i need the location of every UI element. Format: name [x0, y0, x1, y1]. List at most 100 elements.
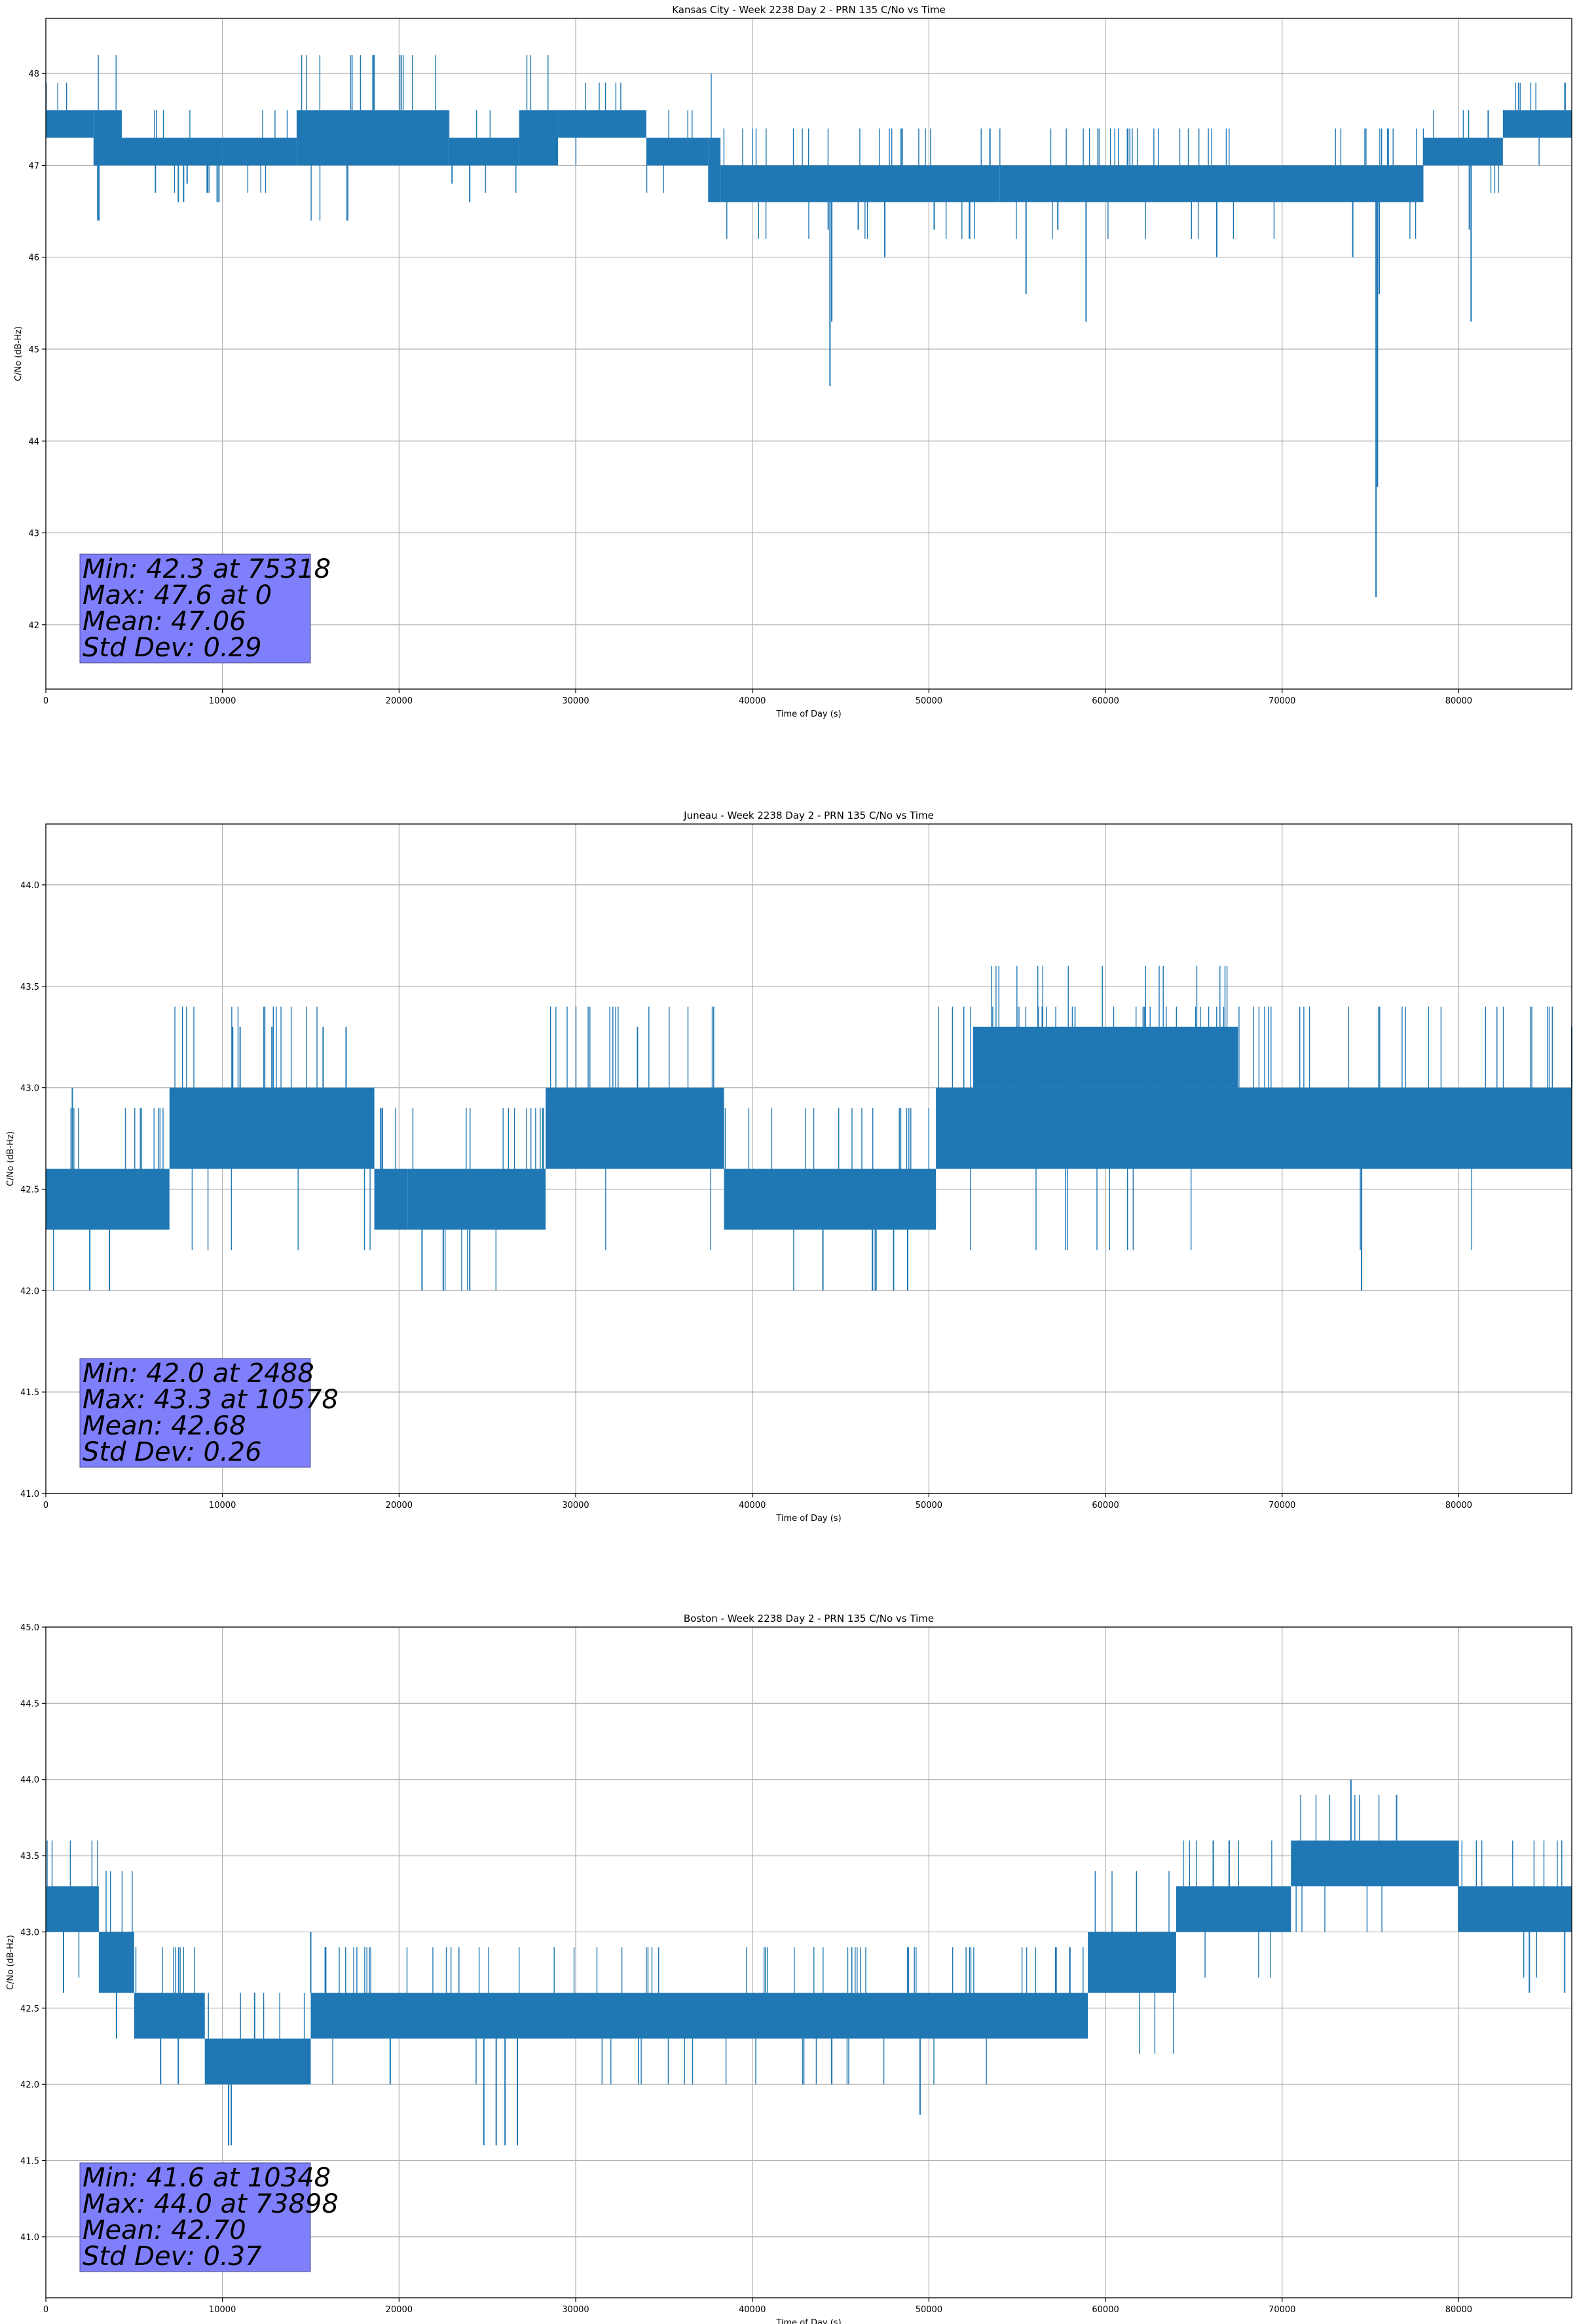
data-flicker: [52, 1108, 164, 1291]
data-band: [121, 138, 223, 166]
y-tick-label: 44.5: [20, 1699, 39, 1709]
kansas-city-chart-title: Kansas City - Week 2238 Day 2 - PRN 135 …: [672, 4, 946, 16]
y-tick-label: 43: [28, 529, 39, 539]
data-band: [519, 110, 559, 166]
data-flicker: [1295, 1795, 1459, 1932]
kansas-city-chart: 0 10000 20000 30000 40000 50000 60000 70000 8000…: [14, 4, 1572, 719]
data-band: [98, 1932, 134, 1993]
y-tick-label: 44.0: [20, 881, 39, 891]
stats-box: [79, 1358, 311, 1468]
data-band: [204, 2038, 311, 2085]
data-band: [558, 110, 646, 138]
x-tick-label: 0: [43, 696, 48, 706]
y-axis-label: C/No (dB-Hz): [6, 1131, 16, 1186]
x-tick-label: 70000: [1269, 1501, 1295, 1510]
data-flicker: [105, 1871, 133, 1932]
x-tick-label: 20000: [386, 1501, 413, 1510]
x-tick-label: 50000: [916, 1501, 942, 1510]
axes-frame: [45, 823, 1572, 1494]
data-band: [708, 138, 721, 202]
data-flicker: [1515, 83, 1566, 166]
data-band: [46, 1169, 170, 1230]
y-tick-label: 41.5: [20, 2157, 39, 2167]
axes-frame: [45, 1626, 1572, 2298]
data-flicker: [46, 1840, 98, 1978]
x-tick-label: 20000: [386, 696, 413, 706]
stats-line: Min: 42.0 at 2488: [83, 1359, 314, 1389]
data-flicker: [999, 128, 1424, 239]
x-axis-label: Time of Day (s): [775, 2318, 841, 2324]
x-tick-label: 70000: [1269, 2305, 1295, 2315]
data-flicker: [974, 965, 1235, 1149]
data-band: [646, 138, 709, 166]
data-flicker: [550, 1006, 714, 1250]
data-band: [1291, 1840, 1459, 1886]
stats-line: Mean: 42.70: [83, 2215, 246, 2245]
data-band: [46, 110, 94, 138]
data-band: [973, 1026, 1238, 1088]
stats-line: Std Dev: 0.37: [83, 2241, 262, 2272]
stats-line: Mean: 42.68: [83, 1411, 246, 1441]
data-band: [169, 1087, 375, 1169]
data-flicker: [526, 55, 549, 111]
y-tick-label: 42.0: [20, 2080, 39, 2090]
x-tick-label: 30000: [562, 696, 589, 706]
axes-frame: [45, 18, 1572, 690]
x-tick-label: 40000: [739, 696, 766, 706]
stats-line: Max: 44.0 at 73898: [83, 2189, 339, 2219]
data-band: [448, 138, 519, 166]
data-flicker: [247, 110, 288, 193]
y-tick-label: 42.0: [20, 1286, 39, 1296]
y-tick-label: 46: [28, 253, 39, 263]
data-band: [407, 1169, 546, 1230]
data-flicker: [301, 55, 436, 221]
x-tick-label: 60000: [1092, 1501, 1119, 1510]
data-band: [1088, 1932, 1176, 1993]
data-band: [1423, 138, 1503, 166]
data-band: [222, 138, 297, 166]
x-tick-label: 0: [43, 1501, 48, 1510]
x-axis-label: Time of Day (s): [775, 709, 841, 719]
data-band: [720, 165, 1000, 202]
x-tick-label: 80000: [1445, 2305, 1472, 2315]
data-band: [374, 1169, 408, 1230]
stats-line: Max: 47.6 at 0: [83, 580, 272, 610]
y-tick-label: 43.5: [20, 1852, 39, 1862]
data-flicker: [412, 1108, 544, 1291]
x-tick-label: 60000: [1092, 2305, 1119, 2315]
data-band: [296, 110, 449, 166]
x-axis-label: Time of Day (s): [775, 1514, 841, 1524]
stats-line: Mean: 47.06: [83, 607, 246, 637]
y-tick-label: 41.0: [20, 1490, 39, 1499]
y-tick-label: 43.0: [20, 1928, 39, 1938]
y-tick-label: 41.0: [20, 2233, 39, 2243]
y-tick-label: 43.0: [20, 1084, 39, 1094]
data-band: [936, 1087, 1572, 1169]
data-flicker: [96, 55, 117, 221]
data-band: [546, 1087, 724, 1169]
y-tick-label: 41.5: [20, 1388, 39, 1398]
data-flicker: [380, 1108, 396, 1169]
x-tick-label: 80000: [1445, 696, 1472, 706]
stats-line: Min: 42.3 at 75318: [83, 554, 331, 584]
data-band: [134, 1993, 205, 2039]
x-tick-label: 80000: [1445, 1501, 1472, 1510]
boston-chart-title: Boston - Week 2238 Day 2 - PRN 135 C/No …: [684, 1613, 934, 1624]
stats-line: Std Dev: 0.29: [83, 633, 262, 663]
data-flicker: [135, 1947, 195, 1993]
data-flicker: [324, 1947, 1084, 2085]
x-tick-label: 40000: [739, 2305, 766, 2315]
x-tick-label: 20000: [386, 2305, 413, 2315]
juneau-chart: 0 10000 20000 30000 40000 50000 60000 70000 8000…: [6, 810, 1572, 1524]
x-tick-label: 10000: [209, 696, 236, 706]
x-tick-label: 70000: [1269, 696, 1295, 706]
stats-line: Min: 41.6 at 10348: [83, 2163, 331, 2193]
y-tick-label: 42.5: [20, 2004, 39, 2014]
data-band: [1176, 1886, 1291, 1932]
x-tick-label: 50000: [916, 696, 942, 706]
x-tick-label: 0: [43, 2305, 48, 2315]
x-tick-label: 60000: [1092, 696, 1119, 706]
stats-box: [79, 2162, 311, 2272]
juneau-chart-title: Juneau - Week 2238 Day 2 - PRN 135 C/No …: [683, 810, 934, 821]
